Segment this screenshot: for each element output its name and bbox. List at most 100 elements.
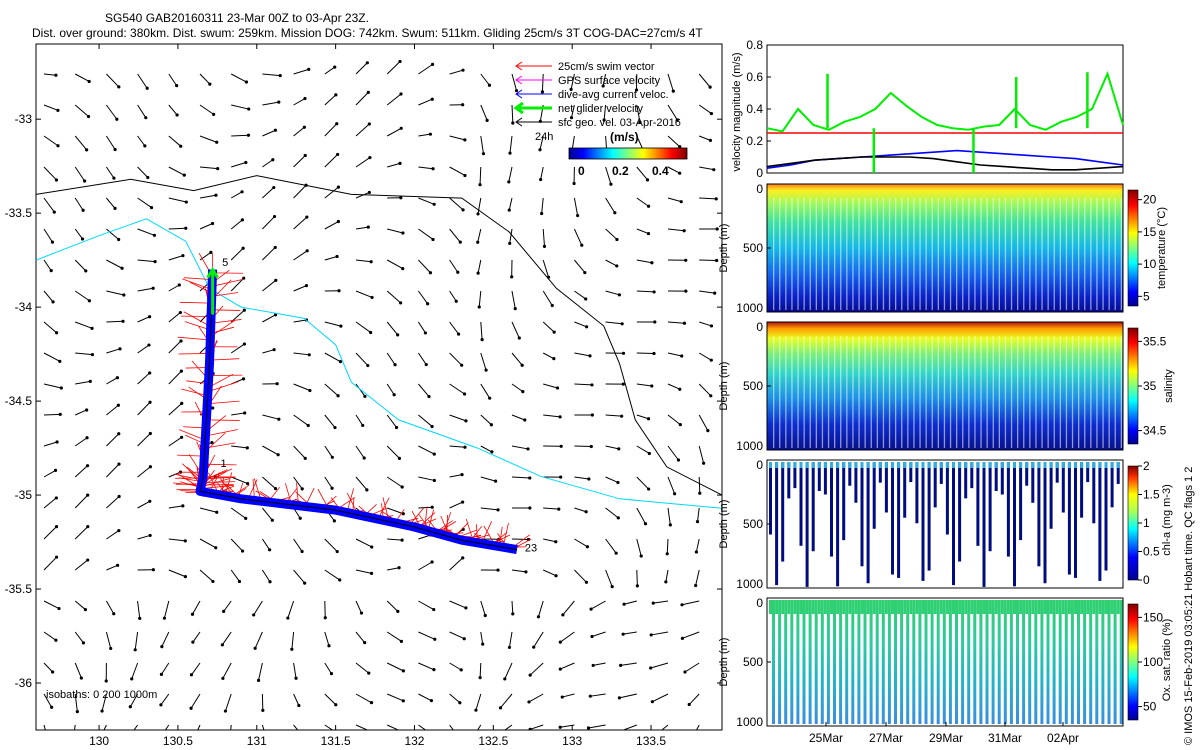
sfc-vector-head: [694, 550, 698, 554]
isobaths: [36, 175, 722, 509]
sfc-vector-head: [398, 59, 402, 64]
sfc-vector-head: [683, 670, 687, 674]
sfc-vector: [449, 290, 457, 302]
sfc-vector: [698, 104, 712, 114]
sfc-vector: [574, 569, 587, 583]
cast-gap: [815, 198, 817, 310]
cast-gap: [1010, 336, 1013, 448]
sfc-vector: [480, 631, 484, 645]
sfc-vector: [418, 561, 433, 571]
sfc-vector-head: [676, 458, 681, 462]
cast-gap: [827, 198, 830, 310]
ox-cast-top: [878, 600, 882, 614]
sfc-vector: [560, 662, 575, 670]
sfc-vector: [688, 693, 700, 705]
sfc-vector: [418, 506, 433, 509]
cast-gap: [937, 336, 939, 448]
sfc-vector-head: [122, 293, 126, 297]
sfc-vector-head: [54, 331, 59, 335]
sfc-vector-head: [216, 167, 220, 171]
depth-tick-label-1: 500: [743, 241, 763, 255]
depth-tick-label-2: 1000: [736, 715, 763, 729]
cast-gap: [1004, 336, 1007, 448]
ox-cast: [924, 600, 928, 724]
sfc-vector: [418, 414, 433, 427]
sfc-vector: [129, 693, 139, 708]
sfc-vector-head: [301, 734, 304, 737]
sfc-vector-head: [336, 152, 340, 157]
sfc-vector-head: [305, 215, 309, 219]
chlorophyll-section: 0 0.5 1 1.5 2 chl-a (mg m-3) 0 500 1000 Depth …: [718, 458, 1173, 591]
cast-gap: [840, 336, 842, 448]
sfc-vector: [199, 135, 217, 143]
ox-cast-top: [994, 600, 998, 614]
sfc-vector-head: [145, 86, 149, 90]
ox-cast: [1064, 600, 1068, 724]
sfc-vector-head: [148, 533, 152, 538]
sfc-vector: [540, 166, 544, 180]
ox-cast-top: [1074, 600, 1077, 614]
chl-cast: [1025, 462, 1029, 486]
legend-label-gps: GPS surface velocity: [558, 75, 661, 87]
cast-gap: [1102, 336, 1104, 448]
chl-cast: [903, 462, 907, 518]
sfc-vector-head: [589, 607, 593, 611]
sfc-vector-head: [181, 254, 185, 258]
cast-gap: [1114, 198, 1116, 310]
swim-vector: [183, 277, 213, 281]
cb-tick-label-0: 50: [1143, 700, 1157, 714]
speed-colorbar: [568, 147, 688, 160]
cast-gap: [1108, 198, 1110, 310]
cast-gap: [968, 336, 970, 448]
sfc-vector: [542, 352, 555, 360]
chl-cast-surface: [1055, 462, 1059, 468]
sfc-vector-head: [692, 734, 695, 737]
ox-cast-top: [915, 600, 919, 614]
chlorophyll-casts: [769, 462, 1120, 587]
colorbar-tick-1: 0.2: [612, 164, 629, 178]
sfc-vector: [231, 476, 248, 485]
sfc-vector: [105, 600, 115, 615]
sfc-vector: [480, 414, 492, 426]
sfc-vector: [231, 104, 249, 110]
map-legend: 25cm/s swim vector GPS surface velocity …: [513, 61, 688, 178]
sfc-vector-head: [557, 507, 561, 511]
sfc-vector-head: [152, 233, 157, 237]
sfc-vector: [636, 228, 649, 235]
oxygen-casts: [769, 600, 1123, 724]
chl-cast-surface: [836, 462, 840, 468]
sfc-vector-head: [215, 510, 219, 514]
cast-gap: [852, 336, 854, 448]
sfc-vector: [230, 247, 244, 261]
ox-cast-top: [1031, 600, 1035, 614]
sfc-vector: [43, 259, 52, 271]
sfc-vector-head: [678, 387, 682, 391]
ox-cast: [973, 600, 977, 724]
ox-cast-top: [1013, 600, 1016, 614]
sfc-vector: [74, 259, 87, 272]
sfc-vector: [355, 445, 365, 459]
sfc-vector: [43, 321, 57, 334]
sfc-vector-head: [240, 190, 244, 194]
sfc-vector-head: [400, 485, 404, 489]
sfc-vector: [262, 73, 281, 77]
sfc-vector-head: [493, 479, 498, 483]
sfc-vector-head: [83, 179, 87, 183]
chl-cast-surface: [884, 462, 888, 468]
sfc-vector: [324, 631, 330, 646]
map-xtick-label-6: 133: [562, 734, 582, 748]
sfc-vector: [137, 466, 151, 478]
sfc-vector-head: [619, 663, 623, 667]
ox-cast: [790, 600, 794, 724]
cast-gap: [870, 198, 872, 310]
sfc-vector-head: [304, 284, 309, 288]
sfc-vector: [355, 476, 368, 491]
sfc-vector: [101, 693, 107, 712]
ox-cast: [967, 600, 971, 724]
sfc-vector-head: [456, 332, 461, 336]
sfc-vector: [477, 259, 482, 274]
sfc-vector: [105, 631, 112, 649]
sfc-vector: [508, 197, 513, 211]
sfc-vector: [542, 259, 549, 278]
sfc-vector-head: [580, 243, 584, 247]
